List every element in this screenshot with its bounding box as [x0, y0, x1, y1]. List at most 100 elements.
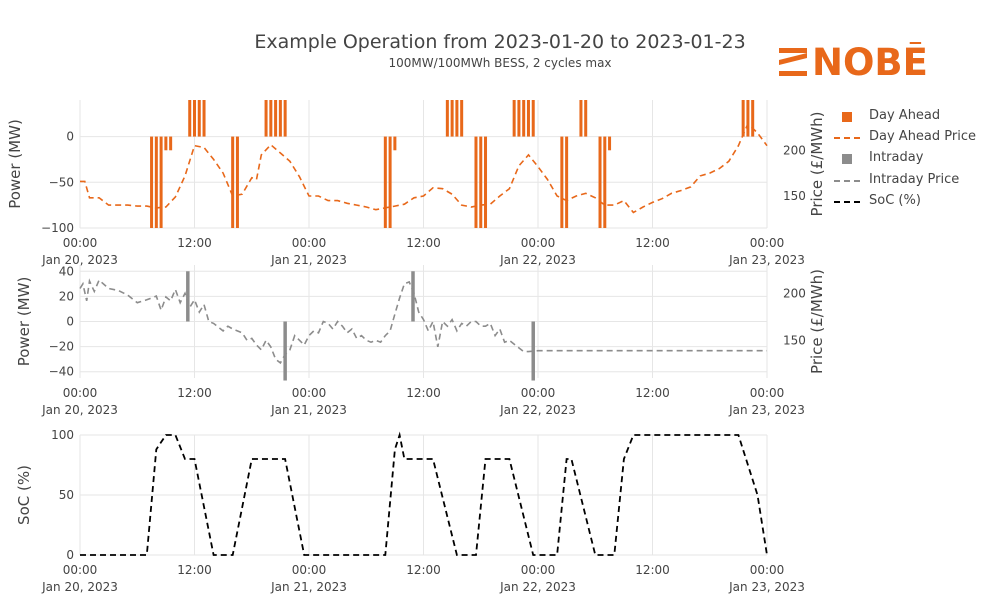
day-ahead-bar — [484, 136, 488, 228]
legend-label: Day Ahead — [869, 108, 941, 123]
day-ahead-bar — [603, 136, 607, 228]
brand-logo-text: NOBĒ — [812, 42, 928, 82]
x-tick-label: 12:00 — [635, 386, 670, 400]
day-ahead-bar — [235, 136, 239, 228]
legend-swatch — [842, 112, 852, 122]
legend-swatch — [834, 201, 860, 203]
x-tick-label: 00:00 — [750, 386, 785, 400]
day-ahead-bar — [512, 100, 516, 137]
day-ahead-bar — [197, 100, 201, 137]
day-ahead-bar — [460, 100, 464, 137]
y-axis-label: Power (MW) — [15, 277, 33, 367]
day-ahead-bar — [164, 136, 168, 151]
day-ahead-bar — [608, 136, 612, 151]
x-tick-label: 00:00 — [63, 236, 98, 250]
x-tick-label: 00:00 — [521, 563, 556, 577]
day-ahead-bar — [474, 136, 478, 228]
x-tick-date-label: Jan 23, 2023 — [728, 253, 805, 267]
day-ahead-bar — [565, 136, 569, 228]
y-tick-label: −50 — [49, 175, 74, 189]
day-ahead-price-line — [80, 122, 768, 214]
x-tick-label: 00:00 — [521, 386, 556, 400]
intraday-bar — [411, 271, 415, 322]
day-ahead-bar — [188, 100, 192, 137]
day-ahead-bar — [283, 100, 287, 137]
x-tick-label: 00:00 — [292, 563, 327, 577]
day-ahead-bar — [445, 100, 449, 137]
y-axis-label: SoC (%) — [15, 465, 33, 525]
x-tick-label: 00:00 — [750, 236, 785, 250]
y2-tick-label: 200 — [783, 286, 806, 300]
y-tick-label: 100 — [51, 428, 74, 442]
x-tick-date-label: Jan 22, 2023 — [499, 580, 576, 594]
y-tick-label: 20 — [59, 289, 74, 303]
day-ahead-bar — [383, 136, 387, 228]
legend-swatch — [834, 137, 860, 139]
day-ahead-bar — [584, 100, 588, 137]
legend-swatch — [834, 180, 860, 182]
x-tick-date-label: Jan 21, 2023 — [270, 580, 347, 594]
day-ahead-bar — [579, 100, 583, 137]
day-ahead-bar — [269, 100, 273, 137]
legend-swatch — [842, 154, 852, 164]
x-tick-label: 12:00 — [406, 236, 441, 250]
day-ahead-bar — [278, 100, 282, 137]
brand-logo: NOBĒ — [778, 40, 963, 86]
x-tick-label: 12:00 — [177, 236, 212, 250]
day-ahead-bar — [393, 136, 397, 151]
chart-subtitle: 100MW/100MWh BESS, 2 cycles max — [388, 56, 612, 70]
legend-label: Intraday Price — [869, 172, 960, 187]
x-tick-date-label: Jan 20, 2023 — [41, 253, 118, 267]
y-tick-label: 0 — [66, 315, 74, 329]
day-ahead-bar — [202, 100, 206, 137]
day-ahead-bar — [598, 136, 602, 228]
y-tick-label: −40 — [49, 365, 74, 379]
y2-axis-label: Price (£/MWh) — [808, 269, 826, 374]
brand-logo-mark: NOBĒ — [779, 40, 928, 84]
day-ahead-bar — [517, 100, 521, 137]
day-ahead-bar — [531, 100, 535, 137]
day-ahead-bar — [522, 100, 526, 137]
day-ahead-bar — [388, 136, 392, 228]
x-tick-label: 00:00 — [292, 386, 327, 400]
x-tick-label: 12:00 — [406, 386, 441, 400]
y-tick-label: 0 — [66, 130, 74, 144]
x-tick-label: 12:00 — [635, 236, 670, 250]
day-ahead-bar — [450, 100, 454, 137]
intraday-bar — [186, 271, 190, 322]
day-ahead-bar — [264, 100, 268, 137]
y-axis-label: Power (MW) — [6, 119, 24, 209]
y2-axis-label: Price (£/MWh) — [808, 112, 826, 217]
chart-title: Example Operation from 2023-01-20 to 202… — [254, 31, 746, 53]
day-ahead-bar — [751, 100, 755, 137]
x-tick-label: 00:00 — [63, 386, 98, 400]
day-ahead-bar — [169, 136, 173, 151]
day-ahead-bar — [746, 100, 750, 137]
x-tick-date-label: Jan 22, 2023 — [499, 403, 576, 417]
y2-tick-label: 150 — [783, 333, 806, 347]
legend-label: Day Ahead Price — [869, 129, 976, 144]
x-tick-label: 00:00 — [750, 563, 785, 577]
x-tick-label: 00:00 — [63, 563, 98, 577]
x-tick-label: 12:00 — [177, 386, 212, 400]
x-tick-label: 00:00 — [521, 236, 556, 250]
x-tick-date-label: Jan 23, 2023 — [728, 403, 805, 417]
x-tick-date-label: Jan 21, 2023 — [270, 253, 347, 267]
x-tick-label: 12:00 — [177, 563, 212, 577]
legend-label: Intraday — [869, 150, 924, 165]
day-ahead-bar — [526, 100, 530, 137]
day-ahead-bar — [159, 136, 163, 228]
intraday-bar — [283, 321, 287, 381]
y-tick-label: −100 — [41, 221, 74, 235]
day-ahead-bar — [560, 136, 564, 228]
legend-label: SoC (%) — [869, 193, 921, 208]
x-tick-date-label: Jan 21, 2023 — [270, 403, 347, 417]
x-tick-date-label: Jan 20, 2023 — [41, 403, 118, 417]
soc-line — [80, 431, 768, 556]
intraday-bar — [531, 321, 535, 381]
x-tick-date-label: Jan 20, 2023 — [41, 580, 118, 594]
y-tick-label: 50 — [59, 488, 74, 502]
x-tick-date-label: Jan 22, 2023 — [499, 253, 576, 267]
day-ahead-bar — [455, 100, 459, 137]
